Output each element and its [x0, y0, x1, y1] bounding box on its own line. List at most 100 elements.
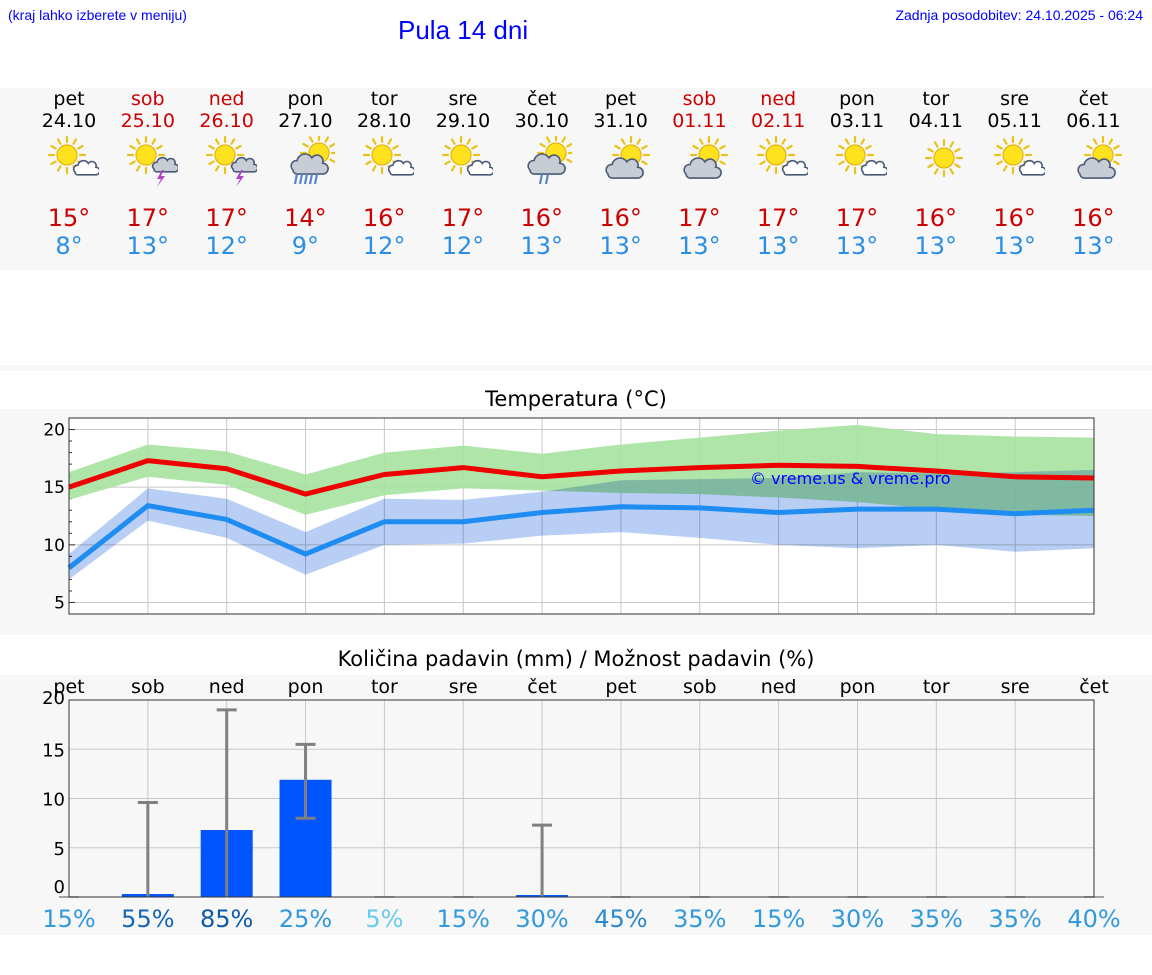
sun-ray: [539, 142, 546, 148]
sun-thunder-icon: [205, 136, 257, 187]
sun-ray: [77, 144, 84, 150]
cloud-shape: [604, 157, 644, 179]
day-date: 06.11: [1066, 110, 1121, 132]
sun-ray: [719, 144, 727, 150]
category-label: sre: [449, 676, 478, 698]
day-date: 31.10: [593, 110, 648, 132]
sun-ray: [471, 144, 478, 150]
cloud-shape: [151, 156, 178, 173]
category-label: pon: [288, 676, 324, 698]
sun-ray: [444, 144, 451, 150]
probability-label: 35%: [673, 905, 726, 933]
icon-group: [441, 136, 493, 176]
sun-ray: [838, 160, 845, 166]
sun-ray: [949, 141, 954, 148]
min-temperature: 13°: [678, 232, 721, 260]
sun-ray: [50, 160, 57, 166]
day-column: čet 30.10 16° 13°: [502, 88, 582, 260]
day-date: 03.11: [829, 110, 885, 132]
day-name: čet: [1078, 88, 1109, 110]
day-column: sre 29.10 17° 12°: [423, 88, 503, 260]
probability-label: 15%: [752, 905, 805, 933]
probability-label: 45%: [594, 905, 647, 933]
max-temperature: 16°: [1072, 204, 1115, 232]
icon-group: [604, 136, 650, 179]
cloud-shape: [466, 159, 493, 176]
sun-ray: [1002, 138, 1008, 145]
sun-ray: [151, 138, 156, 145]
day-column: ned 02.11 17° 13°: [738, 88, 818, 260]
sun-ray: [444, 160, 451, 166]
last-updated: Zadnja posodobitev: 24.10.2025 - 06:24: [895, 7, 1143, 23]
min-temperature: 9°: [291, 232, 320, 260]
sun-ray: [786, 144, 793, 150]
sun-ray: [759, 160, 767, 166]
category-label: pet: [605, 676, 636, 698]
sun-ray: [844, 138, 850, 145]
day-column: tor 28.10 16° 12°: [344, 88, 424, 260]
min-temperature: 13°: [835, 232, 879, 260]
min-temperature: 13°: [520, 232, 564, 260]
sun-ray: [933, 141, 939, 148]
rain-drop: [294, 173, 299, 185]
sun-ray: [56, 138, 62, 145]
y-tick-label: 5: [54, 593, 65, 613]
temperature-chart: 5 10 15 20 © vreme.us & vreme.pro: [43, 417, 1095, 615]
icon-group: [363, 136, 415, 176]
day-date: 29.10: [435, 110, 491, 132]
probability-label: 25%: [279, 905, 332, 933]
sun-ray: [135, 165, 141, 172]
category-label: tor: [371, 676, 398, 698]
max-temperature: 17°: [126, 204, 170, 232]
day-date: 28.10: [356, 110, 412, 132]
category-label: čet: [1079, 676, 1109, 698]
sun-ray: [865, 144, 872, 150]
sun-cloud-big-icon: [1077, 136, 1123, 179]
temperature-chart-title: Temperatura (°C): [485, 387, 667, 411]
day-name: tor: [922, 88, 950, 110]
day-column: sob 01.11 17° 13°: [659, 88, 739, 260]
category-label: sob: [683, 676, 717, 698]
page-title: Pula 14 dni: [398, 15, 529, 45]
day-column: sre 05.11 16° 13°: [975, 88, 1055, 260]
max-temperature: 17°: [441, 204, 485, 232]
rain-drop: [544, 173, 549, 185]
sun-ray: [329, 158, 336, 164]
day-column: pet 24.10 15° 8°: [29, 88, 109, 260]
min-temperature: 8°: [55, 232, 83, 260]
sun-ray: [155, 144, 163, 150]
sun-ray: [860, 138, 866, 145]
sun-ray: [1017, 138, 1023, 145]
sun-disc: [1001, 144, 1024, 166]
plot-frame: [68, 699, 1095, 898]
sun-ray: [365, 144, 373, 150]
sun-cloud-big-icon: [604, 136, 650, 179]
min-temperature: 13°: [914, 232, 958, 260]
rain-drop: [538, 173, 543, 185]
day-date: 25.10: [120, 110, 175, 132]
min-temperature: 13°: [993, 232, 1036, 260]
sun-ray: [1108, 138, 1114, 145]
location-menu-hint[interactable]: (kraj lahko izberete v meniju): [8, 7, 187, 23]
cloud-shape: [860, 159, 887, 176]
day-name: sre: [448, 88, 478, 110]
sun-ray: [640, 160, 648, 166]
min-range-band: [69, 469, 1094, 580]
y-tick-label: 10: [43, 536, 65, 556]
daily-forecast-row: pet 24.10 15° 8° sob 25.10 17° 13° ned 26.10 17° 12…: [0, 88, 1152, 270]
day-column: sob 25.10 17° 13°: [108, 88, 188, 260]
sun-ray: [214, 165, 220, 172]
max-temperature: 14°: [284, 204, 327, 232]
sun-disc: [933, 147, 955, 169]
sun-ray: [372, 165, 377, 172]
day-name: ned: [760, 88, 797, 110]
max-temperature: 17°: [756, 204, 800, 232]
sun-ray: [953, 163, 961, 169]
sun-disc: [135, 144, 157, 166]
max-temperature: 15°: [47, 204, 91, 232]
cloud-rain-icon: [290, 136, 336, 185]
day-name: pon: [287, 88, 324, 110]
sun-ray: [135, 138, 141, 145]
sun-ray: [927, 163, 934, 169]
sun-ray: [759, 144, 767, 150]
